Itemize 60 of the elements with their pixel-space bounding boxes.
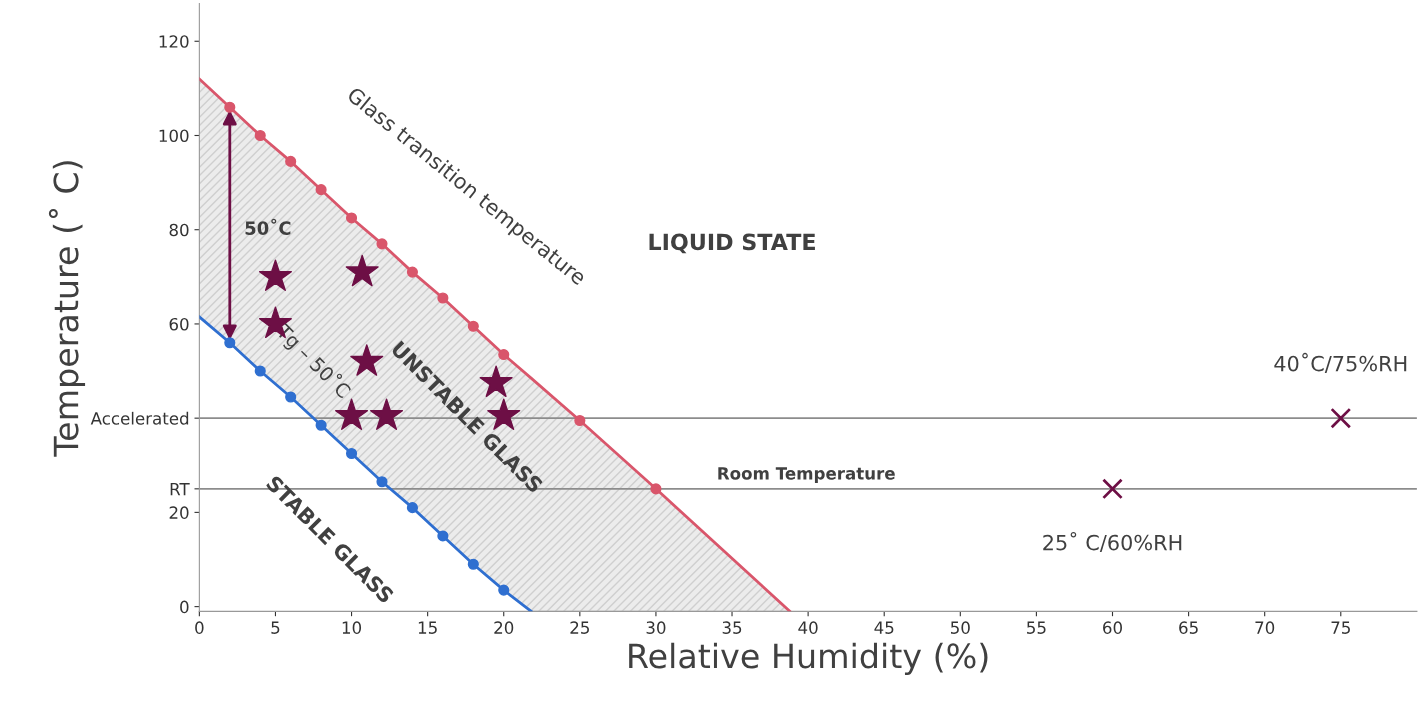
point xyxy=(345,254,379,287)
y-tick-label: Accelerated xyxy=(90,411,189,425)
y-tick-label: RT xyxy=(170,483,190,496)
point xyxy=(285,155,297,167)
point xyxy=(258,259,293,292)
x-tick-label: 70 xyxy=(1255,621,1275,634)
y-tick-label: 0 xyxy=(180,600,189,614)
point xyxy=(345,212,358,224)
x-tick-label: 20 xyxy=(494,621,514,634)
annotation: 25˚ C/60%RH xyxy=(1043,531,1182,553)
x-tick-label: 45 xyxy=(874,621,894,634)
point xyxy=(335,398,369,430)
point xyxy=(406,502,418,514)
annotation: 50˚C xyxy=(245,218,291,235)
point xyxy=(574,414,586,427)
point xyxy=(437,530,449,542)
x-tick-label: 25 xyxy=(570,621,589,634)
x-tick-label: 40 xyxy=(798,621,818,634)
point xyxy=(467,558,479,570)
x-tick-label: 60 xyxy=(1103,621,1122,634)
y-axis-title: Temperature (˚ C) xyxy=(48,161,86,457)
point xyxy=(406,266,418,278)
x-tick-label: 0 xyxy=(195,621,204,634)
x-tick-label: 35 xyxy=(722,621,742,634)
y-tick-label: 60 xyxy=(169,317,189,331)
x-tick-label: 65 xyxy=(1179,621,1198,634)
annotation: LIQUID STATE xyxy=(649,233,815,254)
y-tick-label: 80 xyxy=(169,223,189,237)
point xyxy=(376,238,388,250)
x-tick-label: 15 xyxy=(418,621,437,634)
y-tick-label: 100 xyxy=(159,129,189,143)
annotation: 40˚C/75%RH xyxy=(1274,352,1407,374)
point xyxy=(498,584,510,596)
y-tick-label: 20 xyxy=(169,506,189,519)
point xyxy=(376,476,388,488)
point xyxy=(1102,478,1123,500)
point xyxy=(285,391,297,403)
x-tick-label: 50 xyxy=(950,621,970,634)
point xyxy=(315,419,327,431)
point xyxy=(350,344,384,376)
x-tick-label: 10 xyxy=(342,621,362,634)
point xyxy=(467,320,479,332)
ref-line-label: Room Temperature xyxy=(718,467,895,483)
point xyxy=(1330,407,1352,429)
x-tick-label: 30 xyxy=(646,621,666,634)
point xyxy=(254,129,266,142)
y-tick-label: 120 xyxy=(159,35,189,48)
point xyxy=(437,292,449,304)
point xyxy=(345,447,358,460)
x-tick-label: 55 xyxy=(1027,621,1046,634)
point xyxy=(254,365,266,377)
x-tick-label: 5 xyxy=(271,621,280,634)
point xyxy=(487,398,521,430)
point xyxy=(498,349,510,361)
point xyxy=(650,483,662,495)
x-axis-title: Relative Humidity (%) xyxy=(629,642,988,675)
point xyxy=(224,101,236,113)
point xyxy=(315,184,327,196)
point xyxy=(224,337,236,349)
x-tick-label: 75 xyxy=(1331,621,1350,634)
